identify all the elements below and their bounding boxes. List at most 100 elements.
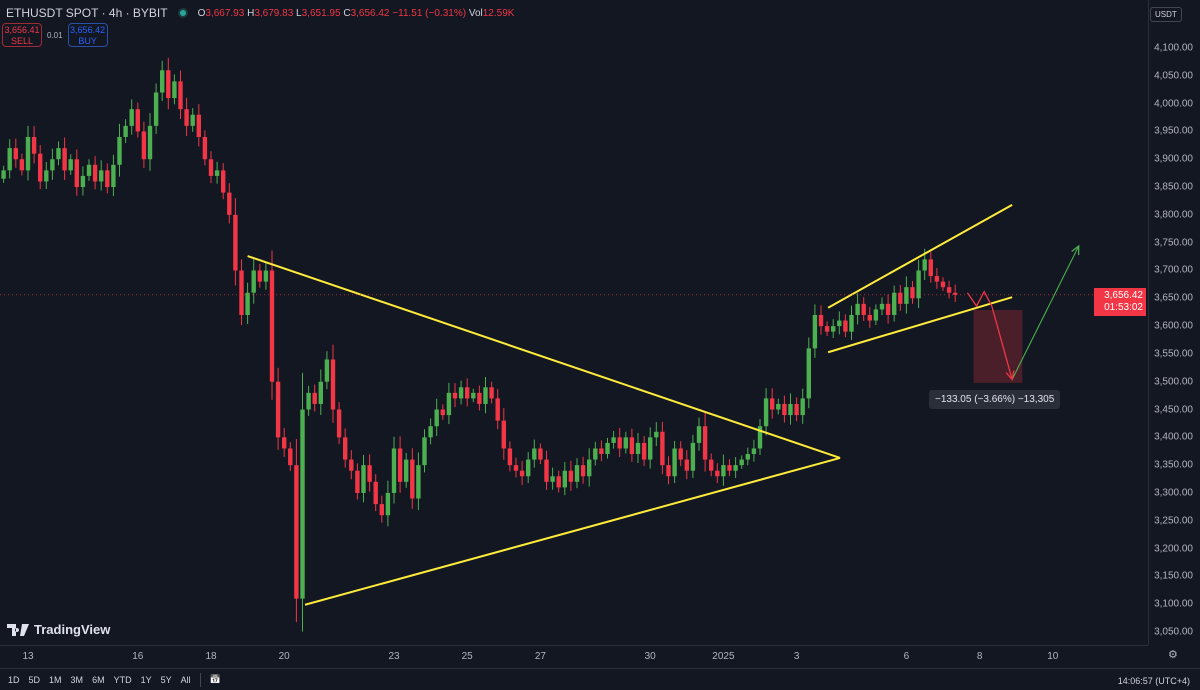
candle-body xyxy=(245,292,250,315)
measure-label: −133.05 (−3.66%) −13,305 xyxy=(929,390,1061,409)
candle-body xyxy=(629,437,635,455)
triangle-upper-line xyxy=(247,255,841,459)
candle-body xyxy=(318,381,323,404)
candle-body xyxy=(745,454,750,460)
symbol-title[interactable]: ETHUSDT SPOT · 4h · BYBIT xyxy=(6,6,168,20)
candle-body xyxy=(385,492,391,516)
arrow-head-down-icon xyxy=(1005,370,1015,381)
price-tick-label: 4,100.00 xyxy=(1154,42,1193,54)
timeframe-1m[interactable]: 1M xyxy=(49,674,62,685)
candle-body xyxy=(898,292,903,304)
candle-body xyxy=(605,442,610,455)
candle-body xyxy=(654,431,659,438)
candle-body xyxy=(355,470,360,493)
spread: 0.01 xyxy=(47,30,63,40)
candle-body xyxy=(635,442,641,455)
candle-body xyxy=(599,448,604,455)
candle-body xyxy=(916,270,921,299)
candle-body xyxy=(178,81,183,110)
candle-body xyxy=(214,170,220,176)
candle-body xyxy=(867,314,872,321)
price-tick-label: 3,050.00 xyxy=(1154,626,1193,638)
candle-body xyxy=(702,426,708,460)
candle-body xyxy=(251,270,256,293)
candle-body xyxy=(373,481,378,505)
candle-body xyxy=(239,270,244,315)
candle-body xyxy=(196,114,201,137)
time-tick-label: 20 xyxy=(278,651,290,662)
candle-body xyxy=(166,70,171,99)
candle-body xyxy=(50,159,55,171)
currency-selector[interactable]: USDT xyxy=(1150,7,1182,22)
time-tick-label: 16 xyxy=(132,651,144,662)
sell-button[interactable]: 3,656.41 SELL xyxy=(2,23,42,47)
candle-body xyxy=(513,465,519,471)
price-tick-label: 3,900.00 xyxy=(1154,153,1193,165)
tradingview-logo-icon xyxy=(7,623,29,636)
time-tick-label: 10 xyxy=(1047,651,1059,662)
candle-body xyxy=(465,387,470,399)
candle-body xyxy=(733,465,738,471)
timeframe-ytd[interactable]: YTD xyxy=(113,674,132,685)
time-axis[interactable]: 13 16 18 20 23 25 27 30 2025 3 6 8 10 xyxy=(0,645,1148,668)
price-tick-label: 4,000.00 xyxy=(1154,98,1193,110)
buy-button[interactable]: 3,656.42 BUY xyxy=(67,23,108,47)
candle-body xyxy=(550,476,555,482)
projection-up-arrow xyxy=(1011,245,1080,380)
candle-body xyxy=(129,109,134,126)
candle-body xyxy=(440,409,445,416)
candle-body xyxy=(519,470,525,477)
candle-body xyxy=(282,437,287,449)
candle-body xyxy=(879,303,885,310)
candle-body xyxy=(80,175,86,188)
candle-body xyxy=(885,303,891,315)
market-status-icon xyxy=(179,10,186,16)
candle-body xyxy=(940,281,946,288)
date-range-icon[interactable]: 📅 xyxy=(209,674,221,684)
timeframe-1d[interactable]: 1D xyxy=(8,674,20,685)
candle-body xyxy=(763,398,769,427)
candle-body xyxy=(434,409,439,427)
timeframe-1y[interactable]: 1Y xyxy=(140,674,152,685)
price-axis[interactable]: 4,100.00 4,050.00 4,000.00 3,950.00 3,900.00… xyxy=(1148,0,1200,645)
candle-body xyxy=(812,314,818,349)
candle-body xyxy=(538,448,543,460)
candle-body xyxy=(233,214,238,271)
candle-body xyxy=(336,409,342,438)
candle-body xyxy=(349,459,354,471)
candle-body xyxy=(648,437,653,460)
candle-body xyxy=(580,465,586,477)
measure-box xyxy=(973,309,1023,383)
candle-body xyxy=(709,459,714,471)
timeframe-5d[interactable]: 5D xyxy=(28,674,41,685)
candle-body xyxy=(587,459,592,477)
candle-body xyxy=(306,392,311,410)
candle-body xyxy=(556,476,561,488)
candle-body xyxy=(617,437,622,449)
time-tick-label: 13 xyxy=(22,651,34,662)
price-tick-label: 3,100.00 xyxy=(1154,598,1193,610)
candle-body xyxy=(757,426,763,449)
price-tick-label: 3,700.00 xyxy=(1154,264,1193,276)
timeframe-6m[interactable]: 6M xyxy=(92,674,105,685)
candle-body xyxy=(422,437,427,466)
price-tick-label: 3,300.00 xyxy=(1154,487,1193,499)
timeframe-3m[interactable]: 3M xyxy=(70,674,84,685)
candle-body xyxy=(770,398,775,410)
timeframe-all[interactable]: All xyxy=(180,674,191,685)
candle-body xyxy=(312,392,317,404)
timeframe-5y[interactable]: 5Y xyxy=(160,674,172,685)
candle-body xyxy=(507,448,513,466)
candle-body xyxy=(452,392,458,399)
candle-body xyxy=(623,437,628,449)
candle-body xyxy=(105,170,110,188)
candle-body xyxy=(25,136,31,171)
settings-icon[interactable]: ⚙ xyxy=(1168,649,1178,661)
candle-body xyxy=(367,465,372,482)
candle-body xyxy=(202,136,208,160)
triangle-lower-line xyxy=(304,456,841,606)
clock: 14:06:57 (UTC+4) xyxy=(1117,676,1190,686)
price-chart[interactable] xyxy=(0,0,1148,645)
candle-body xyxy=(416,465,421,499)
candle-body xyxy=(953,292,958,295)
